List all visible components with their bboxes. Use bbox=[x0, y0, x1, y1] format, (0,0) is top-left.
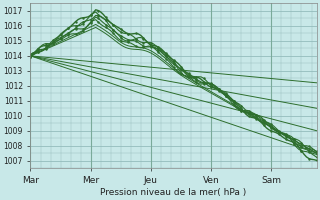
X-axis label: Pression niveau de la mer( hPa ): Pression niveau de la mer( hPa ) bbox=[100, 188, 247, 197]
